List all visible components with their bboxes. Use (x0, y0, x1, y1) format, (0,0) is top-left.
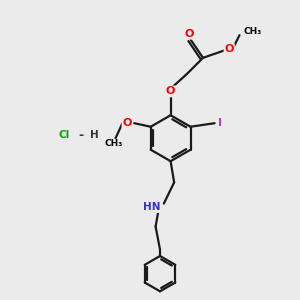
Text: H: H (90, 130, 98, 140)
Text: O: O (184, 29, 194, 39)
Text: HN: HN (143, 202, 160, 212)
Text: O: O (122, 118, 132, 128)
Text: CH₃: CH₃ (105, 139, 123, 148)
Text: O: O (166, 86, 175, 96)
Text: O: O (224, 44, 234, 54)
Text: Cl: Cl (59, 130, 70, 140)
Text: CH₃: CH₃ (243, 27, 261, 36)
Text: I: I (218, 118, 222, 128)
Text: -: - (78, 129, 83, 142)
